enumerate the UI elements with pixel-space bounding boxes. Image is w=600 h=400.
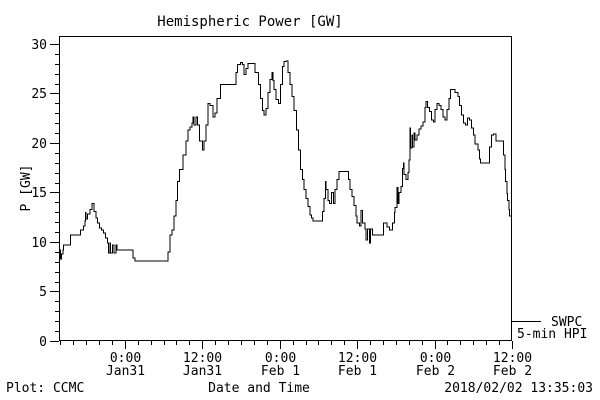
- x-tick-time-label: 0:00: [110, 351, 141, 366]
- y-axis-label: P [GW]: [19, 165, 34, 212]
- x-axis-label: Date and Time: [208, 381, 310, 396]
- x-tick-date-label: Jan31: [106, 364, 145, 379]
- x-tick-time-label: 12:00: [183, 351, 222, 366]
- y-tick-label: 15: [31, 186, 47, 201]
- x-tick-date-label: Jan31: [183, 364, 222, 379]
- hpi-data-line: [59, 60, 512, 262]
- legend-product-label: 5-min HPI: [517, 327, 587, 342]
- plot-frame: [59, 36, 512, 341]
- hpi-series-path: [59, 60, 512, 262]
- y-tick-label: 0: [39, 335, 47, 350]
- x-tick-time-label: 0:00: [265, 351, 296, 366]
- x-tick-time-label: 12:00: [493, 351, 532, 366]
- y-tick-label: 5: [39, 285, 47, 300]
- y-tick-label: 10: [31, 236, 47, 251]
- footer-plot-source: Plot: CCMC: [6, 381, 84, 396]
- chart-title: Hemispheric Power [GW]: [157, 14, 342, 30]
- x-tick-time-label: 12:00: [338, 351, 377, 366]
- legend-source-label: SWPC: [551, 315, 582, 330]
- y-tick-label: 30: [31, 38, 47, 53]
- footer-timestamp: 2018/02/02 13:35:03: [444, 381, 593, 396]
- y-tick-label: 20: [31, 137, 47, 152]
- y-axis-ticks: 0 5 10 15 20 25 30: [31, 38, 59, 350]
- x-tick-date-label: Feb 2: [416, 364, 455, 379]
- y-tick-label: 25: [31, 87, 47, 102]
- x-tick-date-label: Feb 1: [338, 364, 377, 379]
- x-tick-time-label: 0:00: [420, 351, 451, 366]
- x-tick-date-label: Feb 1: [261, 364, 300, 379]
- x-tick-date-label: Feb 2: [493, 364, 532, 379]
